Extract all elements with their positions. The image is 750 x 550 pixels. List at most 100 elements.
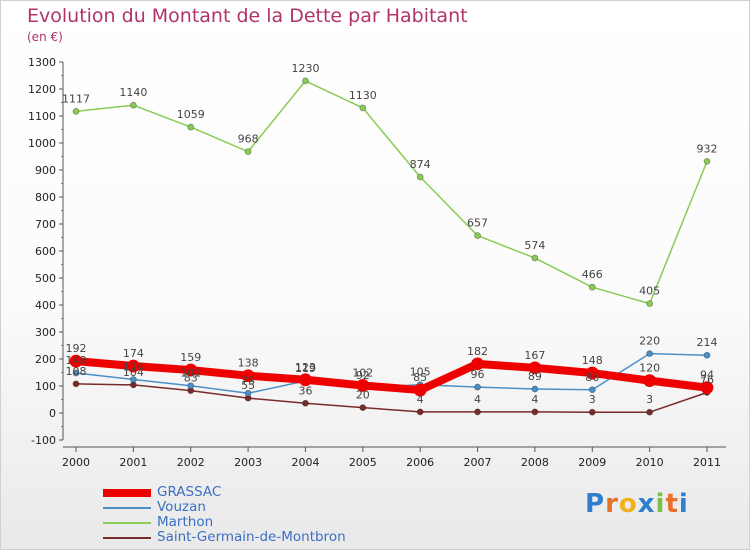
data-point-marthon[interactable]	[703, 157, 711, 165]
data-label-vouzan: 86	[585, 371, 599, 384]
y-tick-label: 300	[35, 326, 56, 339]
data-label-marthon: 968	[238, 133, 259, 146]
data-point-grassac[interactable]	[528, 361, 542, 375]
data-point-saint-germain-de-montbron[interactable]	[359, 404, 367, 412]
data-label-grassac: 192	[66, 342, 87, 355]
data-label-saint-germain-de-montbron: 83	[184, 372, 198, 385]
chart-title: Evolution du Montant de la Dette par Hab…	[27, 5, 468, 27]
y-tick-label: 1200	[28, 83, 56, 96]
data-point-vouzan[interactable]	[703, 351, 711, 359]
data-label-grassac: 174	[123, 347, 144, 360]
data-label-saint-germain-de-montbron: 104	[123, 366, 144, 379]
data-point-marthon[interactable]	[72, 108, 80, 115]
data-label-marthon: 657	[467, 217, 488, 230]
data-point-grassac[interactable]	[356, 379, 370, 392]
data-label-saint-germain-de-montbron: 4	[474, 393, 481, 406]
legend-swatch-saint-germain-de-montbron	[103, 530, 151, 545]
data-label-vouzan: 124	[123, 361, 144, 374]
brand-letter: P	[585, 489, 606, 519]
data-label-vouzan: 214	[697, 336, 718, 349]
data-point-grassac[interactable]	[126, 359, 140, 373]
data-point-marthon[interactable]	[646, 300, 654, 308]
legend-label-saint-germain-de-montbron: Saint-Germain-de-Montbron	[157, 529, 346, 545]
data-point-marthon[interactable]	[416, 173, 424, 181]
series-line-saint-germain-de-montbron[interactable]	[75, 383, 708, 413]
brand-logo: Proxiti	[585, 489, 689, 519]
data-point-grassac[interactable]	[413, 383, 427, 397]
data-point-marthon[interactable]	[129, 101, 137, 109]
y-tick-label: -100	[31, 434, 56, 447]
y-tick-label: 900	[35, 164, 56, 177]
data-point-grassac[interactable]	[700, 381, 714, 395]
data-point-grassac[interactable]	[184, 363, 198, 377]
y-tick-label: 100	[35, 380, 56, 393]
data-label-grassac: 159	[180, 351, 201, 364]
data-label-marthon: 932	[697, 142, 718, 155]
legend-swatch-vouzan	[103, 500, 151, 515]
data-label-marthon: 874	[410, 158, 431, 171]
series-line-marthon[interactable]	[75, 80, 708, 305]
data-point-saint-germain-de-montbron[interactable]	[531, 408, 539, 416]
data-point-vouzan[interactable]	[244, 389, 252, 397]
data-point-vouzan[interactable]	[129, 376, 137, 383]
data-point-marthon[interactable]	[474, 232, 481, 240]
data-label-grassac: 123	[295, 361, 316, 374]
brand-letter: t	[665, 489, 679, 519]
brand-letter: i	[678, 489, 689, 519]
data-label-saint-germain-de-montbron: 3	[589, 393, 596, 406]
data-point-grassac[interactable]	[585, 366, 599, 380]
chart-subtitle: (en €)	[27, 30, 63, 44]
data-point-vouzan[interactable]	[646, 350, 654, 358]
data-label-vouzan: 73	[241, 374, 255, 387]
data-point-saint-germain-de-montbron[interactable]	[646, 408, 654, 416]
y-tick-label: 800	[35, 191, 56, 204]
data-point-marthon[interactable]	[531, 254, 539, 262]
data-point-saint-germain-de-montbron[interactable]	[302, 399, 309, 407]
data-label-grassac: 102	[352, 366, 373, 379]
data-point-saint-germain-de-montbron[interactable]	[416, 408, 424, 416]
data-label-saint-germain-de-montbron: 55	[241, 379, 255, 392]
data-label-marthon: 1130	[349, 89, 377, 102]
x-tick-label: 2007	[464, 456, 492, 469]
data-point-saint-germain-de-montbron[interactable]	[588, 408, 596, 416]
data-point-vouzan[interactable]	[72, 369, 80, 377]
x-tick-label: 2005	[349, 456, 377, 469]
data-label-marthon: 466	[582, 268, 603, 281]
data-point-vouzan[interactable]	[187, 382, 195, 390]
brand-letter: o	[618, 489, 638, 519]
data-point-marthon[interactable]	[244, 148, 252, 156]
data-point-grassac[interactable]	[241, 369, 255, 383]
data-label-vouzan: 220	[639, 335, 660, 348]
data-label-marthon: 1140	[119, 86, 147, 99]
data-point-vouzan[interactable]	[474, 383, 481, 391]
data-point-marthon[interactable]	[359, 104, 367, 112]
data-label-vouzan: 105	[410, 366, 431, 379]
data-label-vouzan: 148	[66, 354, 87, 367]
data-point-saint-germain-de-montbron[interactable]	[72, 380, 80, 388]
data-label-vouzan: 96	[471, 368, 485, 381]
data-label-saint-germain-de-montbron: 76	[700, 373, 714, 386]
legend-swatch-grassac	[103, 485, 151, 500]
data-point-grassac[interactable]	[69, 354, 83, 368]
data-point-grassac[interactable]	[299, 373, 312, 387]
data-label-grassac: 120	[639, 362, 660, 375]
data-point-marthon[interactable]	[187, 123, 195, 131]
series-line-grassac[interactable]	[72, 357, 711, 395]
data-label-grassac: 148	[582, 354, 603, 367]
data-label-vouzan: 89	[528, 370, 542, 383]
axes: -100 0 100 200 300 400 500 600 700 800 900 1000 1100…	[28, 56, 726, 469]
data-label-saint-germain-de-montbron: 4	[417, 393, 424, 406]
data-point-vouzan[interactable]	[531, 385, 539, 393]
data-label-marthon: 574	[524, 239, 545, 252]
data-point-grassac[interactable]	[471, 357, 484, 371]
data-point-vouzan[interactable]	[588, 386, 596, 394]
x-tick-label: 2010	[636, 456, 664, 469]
legend-label-vouzan: Vouzan	[157, 499, 206, 515]
data-point-marthon[interactable]	[588, 283, 596, 291]
x-tick-label: 2000	[62, 456, 90, 469]
data-point-saint-germain-de-montbron[interactable]	[474, 408, 481, 416]
data-point-marthon[interactable]	[302, 77, 309, 85]
data-point-grassac[interactable]	[643, 374, 657, 388]
